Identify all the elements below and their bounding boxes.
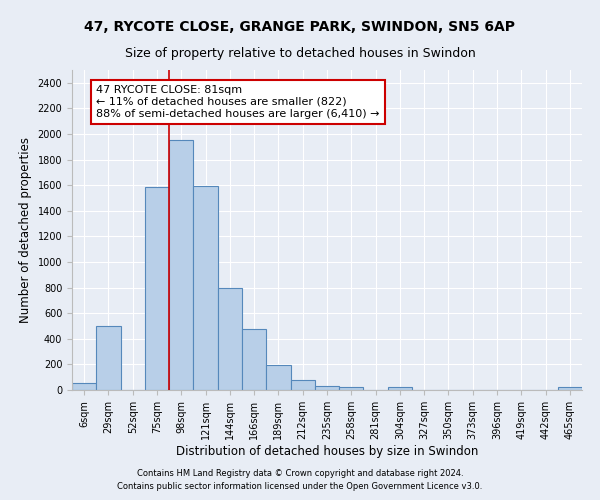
Y-axis label: Number of detached properties: Number of detached properties: [19, 137, 32, 323]
Bar: [558, 388, 582, 390]
Bar: [242, 329, 266, 390]
Text: 47 RYCOTE CLOSE: 81sqm
← 11% of detached houses are smaller (822)
88% of semi-de: 47 RYCOTE CLOSE: 81sqm ← 11% of detached…: [96, 86, 380, 118]
Bar: [145, 187, 169, 390]
Bar: [218, 288, 242, 390]
Bar: [339, 387, 364, 390]
Text: 47, RYCOTE CLOSE, GRANGE PARK, SWINDON, SN5 6AP: 47, RYCOTE CLOSE, GRANGE PARK, SWINDON, …: [85, 20, 515, 34]
Bar: [290, 380, 315, 390]
X-axis label: Distribution of detached houses by size in Swindon: Distribution of detached houses by size …: [176, 444, 478, 458]
Text: Contains HM Land Registry data © Crown copyright and database right 2024.: Contains HM Land Registry data © Crown c…: [137, 468, 463, 477]
Text: Contains public sector information licensed under the Open Government Licence v3: Contains public sector information licen…: [118, 482, 482, 491]
Bar: [388, 388, 412, 390]
Bar: [266, 365, 290, 390]
Bar: [315, 386, 339, 390]
Bar: [96, 326, 121, 390]
Text: Size of property relative to detached houses in Swindon: Size of property relative to detached ho…: [125, 48, 475, 60]
Bar: [72, 383, 96, 390]
Bar: [193, 186, 218, 390]
Bar: [169, 140, 193, 390]
